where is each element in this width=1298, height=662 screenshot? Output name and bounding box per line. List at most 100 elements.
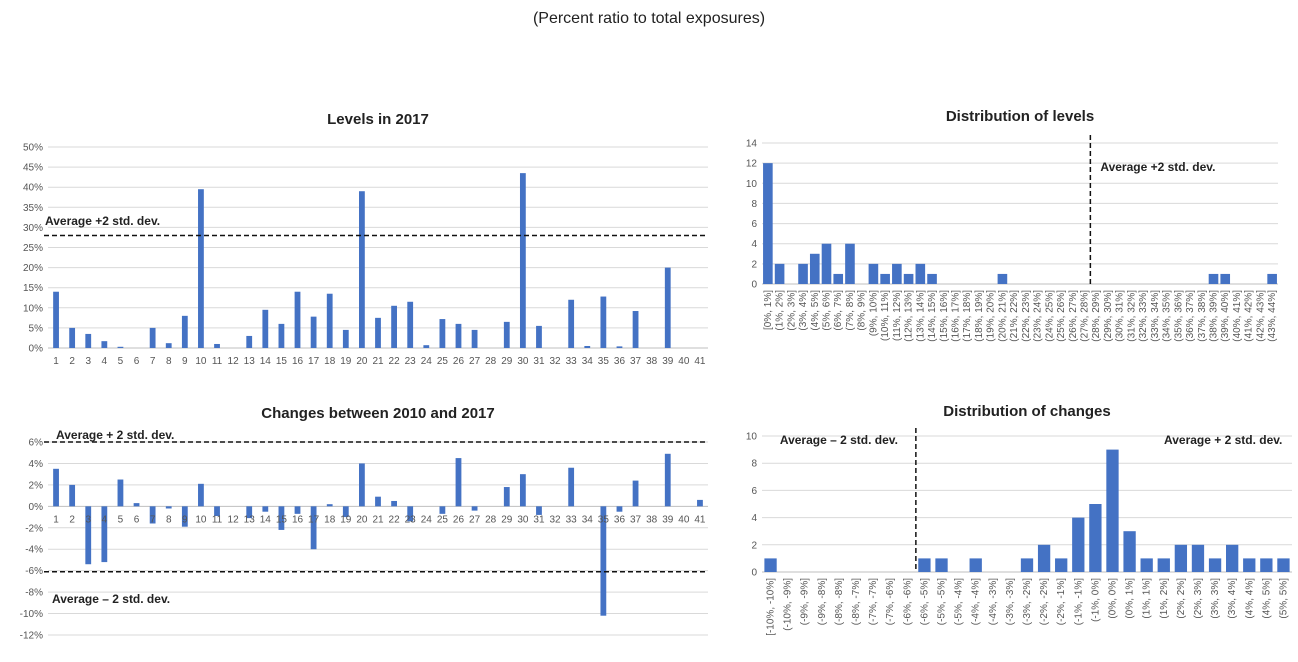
bar [1123,531,1136,572]
x-tick-label: (17%, 18%] [962,290,973,342]
x-tick-label: 35 [598,356,610,367]
x-tick-label: 19 [340,356,352,367]
bar [1260,558,1273,572]
x-tick-label: 36 [614,514,626,525]
y-tick-label: 35% [23,203,43,214]
bar [927,273,937,284]
x-tick-label: 30 [517,514,529,525]
bar [845,243,855,284]
bar [278,323,285,348]
x-tick-label: 10 [195,356,207,367]
x-tick-label: 31 [533,514,545,525]
x-tick-label: 6 [134,356,140,367]
y-tick-label: -10% [20,609,43,620]
bar [149,506,156,524]
x-tick-label: (-3%, -3%] [1005,578,1016,625]
y-tick-label: 0 [751,280,757,291]
bar [892,263,902,284]
bar [1140,558,1153,572]
y-tick-label: 20% [23,263,43,274]
x-tick-label: (24%, 25%] [1044,290,1055,342]
bar [69,327,76,348]
x-tick-label: (-5%, -4%] [954,578,965,625]
bar [1208,273,1219,284]
x-tick-label: 12 [228,514,240,525]
bar [310,316,317,348]
reference-line-label: Average – 2 std. dev. [52,592,170,606]
x-tick-label: (4%, 5%] [1261,578,1272,619]
bar [214,343,220,348]
bar [1106,449,1119,572]
x-tick-label: 2 [69,356,75,367]
x-tick-label: 1 [53,356,59,367]
x-tick-label: 26 [453,356,465,367]
reference-line-label: Average + 2 std. dev. [1164,433,1282,447]
x-tick-label: (5%, 5%] [1278,578,1289,619]
bar [439,506,446,514]
x-tick-label: 9 [182,514,188,525]
bar [821,243,832,284]
x-tick-label: [-10%, -10%] [766,578,777,636]
x-tick-label: (-4%, -3%] [988,578,999,625]
x-tick-label: (3%, 4%] [798,290,809,331]
bar [149,327,156,348]
bar [632,311,639,348]
x-tick-label: (42%, 43%] [1255,290,1266,342]
bar [85,506,92,565]
x-tick-label: (-8%, -8%] [834,578,845,625]
bar [1157,558,1170,572]
y-tick-label: 14 [746,139,758,150]
x-tick-label: (29%, 30%] [1103,290,1114,342]
x-tick-label: (6%, 7%] [833,290,844,331]
x-tick-label: 10 [195,514,207,525]
x-tick-label: 23 [405,356,417,367]
x-tick-label: 18 [324,356,336,367]
x-tick-label: (31%, 32%] [1126,290,1137,342]
bar [85,333,92,348]
x-tick-label: (32%, 33%] [1138,290,1149,342]
bar [101,506,108,563]
bar [600,296,607,348]
y-tick-label: 10 [746,179,758,190]
bar [915,263,926,284]
x-tick-label: (-1%, 0%] [1090,578,1101,622]
x-tick-label: 3 [85,514,91,525]
bar [391,305,397,348]
y-tick-label: 6% [29,438,44,449]
x-tick-label: (23%, 24%] [1033,290,1044,342]
bar [1072,517,1085,572]
bar [798,263,808,284]
x-tick-label: (28%, 29%] [1091,290,1102,342]
x-tick-label: 41 [694,514,706,525]
x-tick-label: (37%, 38%] [1197,290,1208,342]
x-tick-label: (9%, 10%] [868,290,879,336]
x-tick-label: 27 [469,356,481,367]
x-tick-label: (-6%, -6%] [902,578,913,625]
bar [294,506,301,514]
y-tick-label: 0 [751,568,757,579]
bar [935,558,948,572]
x-tick-label: (26%, 27%] [1068,290,1079,342]
x-tick-label: (3%, 3%] [1210,578,1221,619]
x-tick-label: (0%, 1%] [1125,578,1136,619]
y-tick-label: 40% [23,183,43,194]
x-tick-label: 41 [694,356,706,367]
y-tick-label: -2% [25,523,43,534]
x-tick-label: 6 [134,514,140,525]
x-tick-label: (11%, 12%] [892,290,903,341]
x-tick-label: (2%, 3%] [786,290,797,331]
x-tick-label: (-1%, -1%] [1073,578,1084,625]
bar [1226,544,1239,572]
x-tick-label: 39 [662,514,674,525]
bar [375,317,381,348]
x-tick-label: (38%, 39%] [1209,290,1220,342]
bar [262,506,269,512]
y-tick-label: 4 [751,239,757,250]
reference-line-label: Average – 2 std. dev. [780,433,898,447]
bar [359,463,365,507]
bar [584,345,591,348]
y-tick-label: 45% [23,163,43,174]
x-tick-label: (-2%, -1%] [1056,578,1067,625]
x-tick-label: 37 [630,514,642,525]
bar [407,506,414,522]
